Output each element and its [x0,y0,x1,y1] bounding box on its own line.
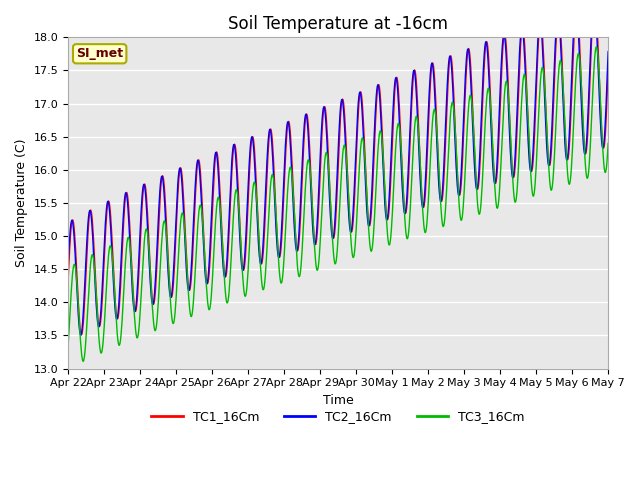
TC1_16Cm [64,279,72,285]
TC1_16Cm [591,0,598,2]
TC1_16Cm [604,68,612,73]
TC2_16Cm [120,207,127,213]
TC3_16Cm [604,141,612,146]
TC1_16Cm [486,76,493,82]
TC3_16Cm [486,92,493,97]
TC1_16Cm [436,180,444,186]
TC3_16Cm [79,359,87,364]
TC2_16Cm [64,265,72,271]
TC1_16Cm [77,332,85,337]
TC2_16Cm [77,332,85,338]
Line: TC1_16Cm: TC1_16Cm [68,0,608,335]
TC2_16Cm [590,0,598,3]
TC3_16Cm [495,188,503,194]
TC2_16Cm [283,122,291,128]
TC2_16Cm [436,191,444,196]
Text: SI_met: SI_met [76,47,124,60]
Line: TC3_16Cm: TC3_16Cm [68,47,608,361]
TC2_16Cm [495,105,503,110]
TC3_16Cm [283,199,291,205]
TC1_16Cm [303,111,310,117]
TC3_16Cm [64,345,72,350]
TC1_16Cm [120,218,127,224]
TC2_16Cm [303,112,310,118]
TC3_16Cm [120,289,127,295]
Line: TC2_16Cm: TC2_16Cm [68,0,608,335]
TC2_16Cm [486,93,493,99]
TC3_16Cm [436,178,444,184]
TC1_16Cm [495,123,503,129]
Title: Soil Temperature at -16cm: Soil Temperature at -16cm [228,15,448,33]
X-axis label: Time: Time [323,394,353,407]
TC3_16Cm [593,44,600,49]
TC2_16Cm [604,49,612,55]
Y-axis label: Soil Temperature (C): Soil Temperature (C) [15,139,28,267]
TC3_16Cm [303,169,310,175]
Legend: TC1_16Cm, TC2_16Cm, TC3_16Cm: TC1_16Cm, TC2_16Cm, TC3_16Cm [147,406,530,429]
TC1_16Cm [283,129,291,135]
